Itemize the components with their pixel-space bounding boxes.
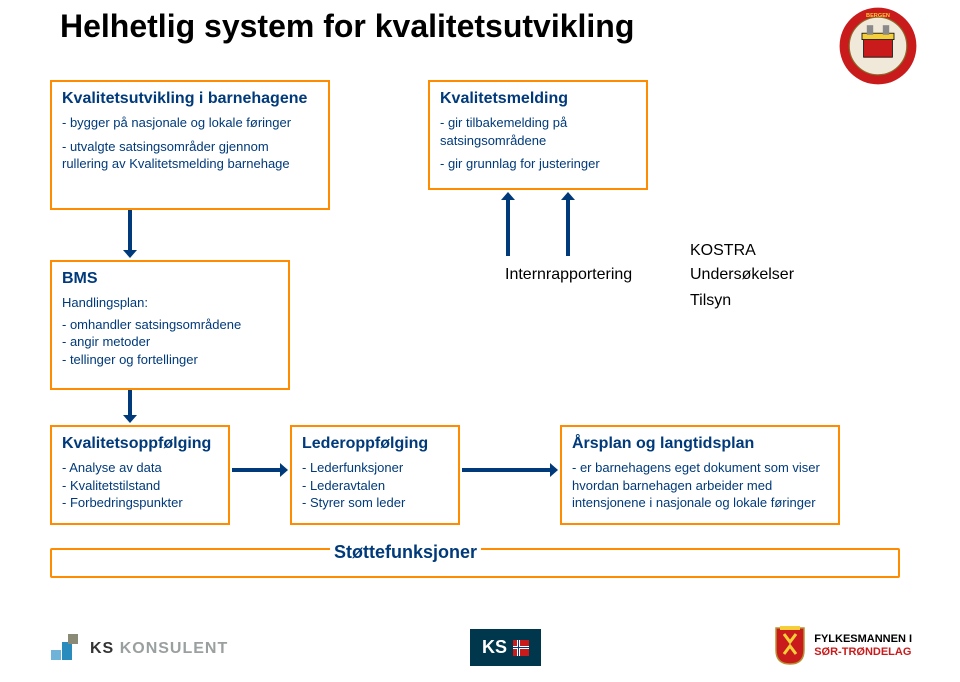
box-header: Kvalitetsutvikling i barnehagene — [62, 90, 318, 108]
box-line: - bygger på nasjonale og lokale føringer — [62, 114, 318, 132]
box-line: - utvalgte satsingsområder gjennom rulle… — [62, 138, 318, 173]
university-seal-icon: BERGEN — [838, 6, 918, 86]
ks-konsulent-icon — [48, 632, 82, 666]
box-header: Kvalitetsmelding — [440, 90, 636, 108]
ks-konsulent-text: KS KONSULENT — [90, 640, 228, 658]
box-line: - Styrer som leder — [302, 494, 448, 512]
ks-konsulent-logo: KS KONSULENT — [48, 632, 228, 666]
box-kvalitetsutvikling: Kvalitetsutvikling i barnehagene - bygge… — [50, 80, 330, 210]
ks-text: KS — [482, 637, 507, 658]
box-header: Kvalitetsoppfølging — [62, 435, 218, 453]
box-line: - gir grunnlag for justeringer — [440, 155, 636, 173]
label-kostra: KOSTRA — [690, 242, 756, 260]
box-header: Årsplan og langtidsplan — [572, 435, 828, 453]
ks-logo: KS — [470, 629, 541, 666]
fylkesmannen-text: FYLKESMANNEN I SØR-TRØNDELAG — [814, 633, 912, 658]
label-undersokelser: Undersøkelser — [690, 266, 794, 284]
label-internrapportering: Internrapportering — [505, 266, 632, 284]
box-line: - Forbedringspunkter — [62, 494, 218, 512]
box-header: BMS — [62, 270, 278, 288]
box-arsplan: Årsplan og langtidsplan - er barnehagens… — [560, 425, 840, 525]
box-line: - Kvalitetstilstand — [62, 477, 218, 495]
box-subheader: Handlingsplan: — [62, 294, 278, 312]
fylkesmannen-logo: FYLKESMANNEN I SØR-TRØNDELAG — [774, 626, 912, 666]
box-line: - tellinger og fortellinger — [62, 351, 278, 369]
box-kvalitetsmelding: Kvalitetsmelding - gir tilbakemelding på… — [428, 80, 648, 190]
box-header: Lederoppfølging — [302, 435, 448, 453]
box-line: - angir metoder — [62, 333, 278, 351]
box-line: - gir tilbakemelding på satsingsområdene — [440, 114, 636, 149]
box-line: - Lederavtalen — [302, 477, 448, 495]
support-label: Støttefunksjoner — [330, 542, 481, 563]
box-line: - er barnehagens eget dokument som viser… — [572, 459, 828, 512]
box-line: - Analyse av data — [62, 459, 218, 477]
ks-box: KS — [470, 629, 541, 666]
fm-line2: SØR-TRØNDELAG — [814, 646, 912, 659]
box-kvalitetsoppfolging: Kvalitetsoppfølging - Analyse av data - … — [50, 425, 230, 525]
label-tilsyn: Tilsyn — [690, 292, 731, 310]
footer-logos: KS KONSULENT KS FYLKESMANNEN I SØR-TRØND… — [0, 608, 960, 672]
box-lederoppfolging: Lederoppfølging - Lederfunksjoner - Lede… — [290, 425, 460, 525]
box-line: - omhandler satsingsområdene — [62, 316, 278, 334]
fm-line1: FYLKESMANNEN I — [814, 633, 912, 646]
page-title: Helhetlig system for kvalitetsutvikling — [60, 8, 634, 45]
box-bms: BMS Handlingsplan: - omhandler satsingso… — [50, 260, 290, 390]
coat-of-arms-icon — [774, 626, 806, 666]
box-line: - Lederfunksjoner — [302, 459, 448, 477]
ks-flag-icon — [513, 640, 529, 656]
svg-text:BERGEN: BERGEN — [866, 13, 890, 19]
